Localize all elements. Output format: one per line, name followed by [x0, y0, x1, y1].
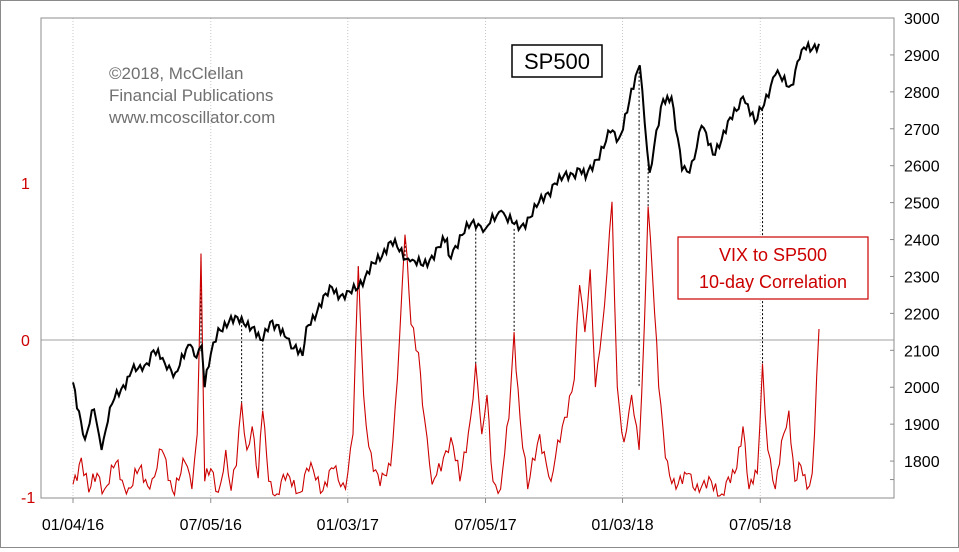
sp500-label: SP500 [524, 49, 590, 74]
x-tick-label: 01/03/18 [591, 517, 653, 534]
correlation-label-box [677, 236, 869, 300]
copyright-line-2: Financial Publications [109, 86, 273, 105]
correlation-label-line-1: VIX to SP500 [719, 245, 827, 265]
copyright-line-3: www.mcoscillator.com [108, 108, 275, 127]
left-tick-label: 1 [21, 176, 30, 193]
sp500-label-box [511, 44, 603, 78]
x-tick-label: 07/05/16 [180, 517, 242, 534]
x-tick-label: 07/05/18 [729, 517, 791, 534]
right-tick-label: 1900 [904, 417, 940, 434]
right-tick-label: 2600 [904, 159, 940, 176]
right-tick-label: 2900 [904, 48, 940, 65]
right-tick-label: 1800 [904, 454, 940, 471]
right-tick-label: 2700 [904, 122, 940, 139]
dotted-markers [200, 71, 764, 411]
x-axis: 01/04/16 07/05/16 01/03/17 07/05/17 01/03/18… [42, 498, 792, 534]
copyright-line-1: ©2018, McClellan [109, 64, 243, 83]
right-tick-label: 3000 [904, 11, 940, 28]
right-tick-label: 2800 [904, 85, 940, 102]
plot-border [40, 17, 895, 499]
right-tick-label: 2500 [904, 196, 940, 213]
left-tick-label: 0 [21, 333, 30, 350]
right-axis: 1800 1900 2000 2100 2200 2300 2400 2500 2600 2700… [890, 11, 940, 481]
correlation-label-line-2: 10-day Correlation [699, 272, 847, 292]
left-tick-label: -1 [21, 490, 35, 507]
right-tick-label: 2200 [904, 306, 940, 323]
right-tick-label: 2300 [904, 269, 940, 286]
right-tick-label: 2400 [904, 233, 940, 250]
right-tick-label: 2100 [904, 343, 940, 360]
x-tick-label: 07/05/17 [454, 517, 516, 534]
correlation-series-line [72, 201, 820, 498]
x-tick-label: 01/03/17 [317, 517, 379, 534]
sp500-series-line [72, 39, 820, 451]
left-axis: 1 0 -1 [21, 176, 35, 507]
x-tick-label: 01/04/16 [42, 517, 104, 534]
right-tick-label: 2000 [904, 380, 940, 397]
